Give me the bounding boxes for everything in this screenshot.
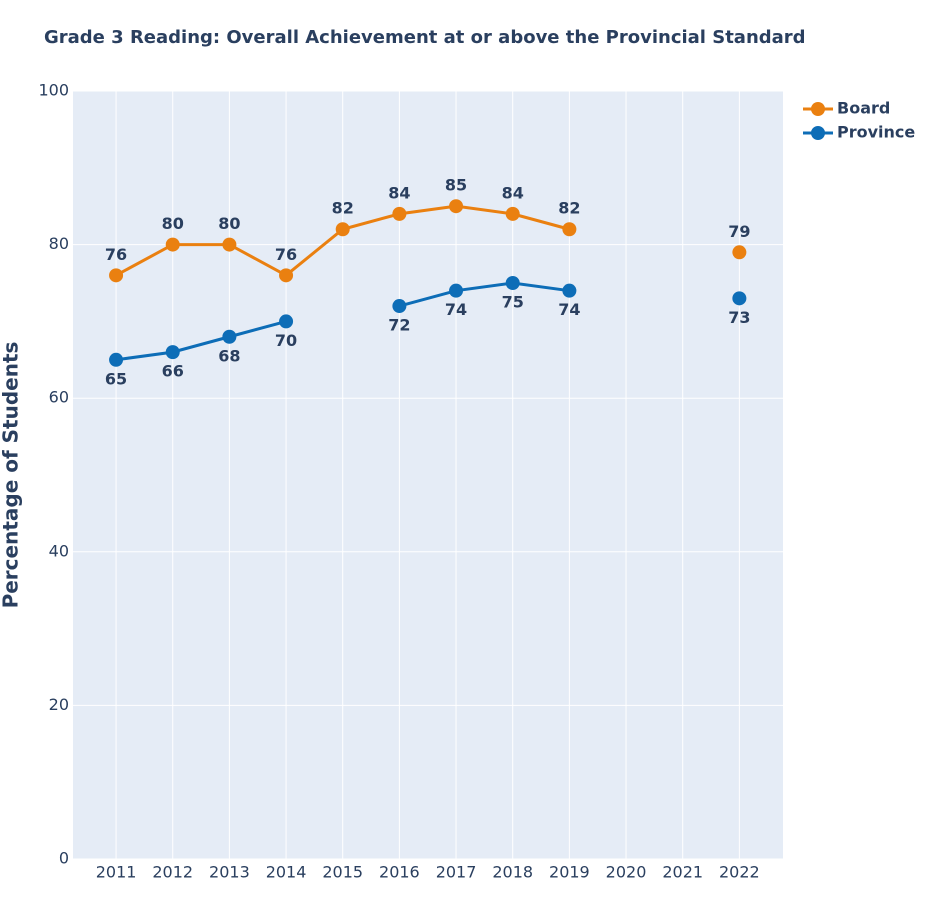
- data-label: 65: [105, 369, 127, 388]
- legend-swatch: [811, 126, 825, 140]
- data-label: 74: [445, 300, 467, 319]
- legend-swatch: [811, 102, 825, 116]
- legend-label: Board: [837, 99, 890, 118]
- marker: [505, 276, 520, 290]
- marker: [562, 222, 577, 237]
- data-label: 68: [218, 346, 240, 365]
- marker: [562, 283, 577, 298]
- y-tick-label: 20: [49, 695, 69, 714]
- data-label: 85: [445, 176, 467, 195]
- data-label: 74: [558, 300, 580, 319]
- data-label: 79: [728, 222, 750, 241]
- x-tick-label: 2013: [209, 863, 250, 882]
- x-tick-label: 2021: [662, 863, 703, 882]
- x-tick-label: 2016: [379, 863, 420, 882]
- y-tick-label: 40: [49, 541, 69, 560]
- marker: [335, 222, 350, 237]
- data-label: 75: [502, 293, 524, 312]
- marker: [109, 352, 124, 367]
- data-label: 84: [502, 183, 524, 202]
- x-tick-label: 2012: [152, 863, 193, 882]
- x-tick-label: 2017: [436, 863, 477, 882]
- data-label: 72: [388, 316, 410, 335]
- marker: [165, 237, 180, 252]
- marker: [222, 329, 237, 344]
- marker: [222, 237, 237, 252]
- data-label: 66: [162, 362, 184, 381]
- y-tick-label: 60: [49, 388, 69, 407]
- data-label: 82: [558, 199, 580, 218]
- y-tick-label: 100: [38, 81, 69, 100]
- data-label: 84: [388, 183, 410, 202]
- y-tick-label: 80: [49, 234, 69, 253]
- chart-title: Grade 3 Reading: Overall Achievement at …: [44, 27, 806, 48]
- y-axis-title: Percentage of Students: [0, 342, 23, 609]
- legend-label: Province: [837, 123, 915, 142]
- data-label: 70: [275, 331, 297, 350]
- x-tick-label: 2020: [606, 863, 647, 882]
- marker: [279, 314, 294, 329]
- x-tick-label: 2018: [492, 863, 533, 882]
- marker: [279, 268, 294, 283]
- marker: [505, 206, 520, 221]
- plot-background: [73, 91, 783, 859]
- marker: [109, 268, 124, 283]
- marker: [449, 199, 464, 214]
- data-label: 80: [162, 214, 184, 233]
- x-tick-label: 2014: [266, 863, 307, 882]
- marker: [392, 206, 407, 221]
- y-tick-label: 0: [59, 849, 69, 868]
- x-tick-label: 2011: [96, 863, 137, 882]
- marker: [392, 299, 407, 314]
- data-label: 73: [728, 308, 750, 327]
- x-tick-label: 2015: [322, 863, 363, 882]
- marker: [732, 291, 747, 306]
- data-label: 76: [105, 245, 127, 264]
- data-label: 76: [275, 245, 297, 264]
- marker: [165, 345, 180, 360]
- x-tick-label: 2022: [719, 863, 760, 882]
- marker: [449, 283, 464, 298]
- marker: [732, 245, 747, 260]
- data-label: 80: [218, 214, 240, 233]
- data-label: 82: [332, 199, 354, 218]
- x-tick-label: 2019: [549, 863, 590, 882]
